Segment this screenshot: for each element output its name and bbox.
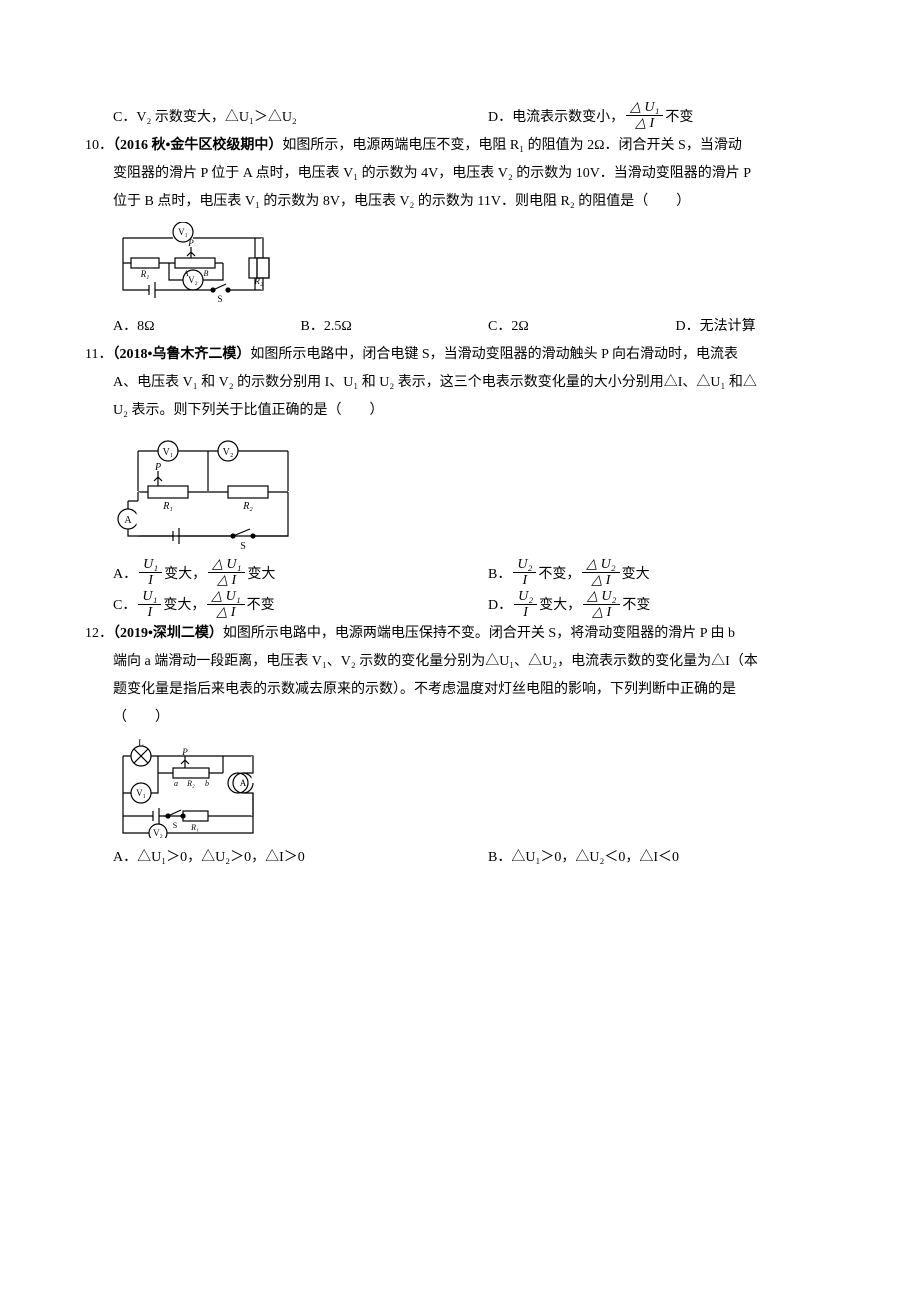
svg-text:S: S	[217, 294, 222, 304]
q12-number: 12．	[85, 626, 113, 641]
svg-text:R₁: R₁	[190, 823, 199, 832]
q9-optD-post: 不变	[665, 104, 693, 132]
q9-optD-pre: D．电流表示数变小，	[488, 104, 624, 132]
q10-option-d: D．无法计算	[648, 313, 836, 341]
q11-body2: A、电压表 V₁ 和 V₂ 的示数分别用 I、U₁ 和 U₂ 表示，这三个电表示…	[85, 369, 835, 397]
q11-body1: 如图所示电路中，闭合电键 S，当滑动变阻器的滑动触头 P 向右滑动时，电流表	[250, 347, 738, 362]
svg-text:V₁: V₁	[136, 788, 146, 798]
q9-option-d: D．电流表示数变小， △ U₁ △ I 不变	[460, 100, 835, 132]
q10-option-a: A．8Ω	[85, 313, 273, 341]
q12-circuit-figure: L P a R₂ b A V₁ S R₁ V₂	[85, 738, 835, 838]
svg-text:b: b	[205, 779, 209, 788]
q11-option-b: B． U₂I 不变， △ U₂△ I 变大	[460, 557, 835, 589]
q10-body3: 位于 B 点时，电压表 V₁ 的示数为 8V，电压表 V₂ 的示数为 11V．则…	[85, 188, 835, 216]
q12: 12．（2019•深圳二模）如图所示电路中，电源两端电压保持不变。闭合开关 S，…	[85, 620, 835, 648]
q9-option-c: C．V₂ 示数变大，△U₁＞△U₂	[85, 100, 460, 132]
q10: 10．（2016 秋•金牛区校级期中）如图所示，电源两端电压不变，电阻 R₁ 的…	[85, 132, 835, 160]
q10-circuit-figure: V₁ V₂ R₁ R₂ P A B S	[85, 222, 835, 307]
svg-text:a: a	[174, 779, 178, 788]
q10-option-c: C．2Ω	[460, 313, 648, 341]
svg-text:A: A	[240, 778, 247, 788]
svg-text:R₂: R₂	[186, 779, 195, 788]
q12-circuit-svg: L P a R₂ b A V₁ S R₁ V₂	[113, 738, 263, 838]
svg-text:R₁: R₁	[140, 269, 150, 279]
svg-text:A: A	[124, 515, 132, 526]
q11-circuit-svg: V₁ V₂ A P R₁ R₂ S	[113, 431, 303, 551]
q10-option-b: B．2.5Ω	[273, 313, 461, 341]
svg-text:P: P	[154, 462, 161, 473]
q11-option-a: A． U₁I 变大， △ U₁△ I 变大	[85, 557, 460, 589]
svg-text:P: P	[187, 238, 194, 248]
q10-options: A．8Ω B．2.5Ω C．2Ω D．无法计算	[85, 313, 835, 341]
svg-text:L: L	[138, 738, 144, 748]
q9-optD-frac-den: △ I	[626, 116, 663, 131]
q10-body2: 变阻器的滑片 P 位于 A 点时，电压表 V₁ 的示数为 4V，电压表 V₂ 的…	[85, 160, 835, 188]
q11: 11．（2018•乌鲁木齐二模）如图所示电路中，闭合电键 S，当滑动变阻器的滑动…	[85, 341, 835, 369]
q11-option-c: C． U₁I 变大， △ U₁△ I 不变	[85, 589, 460, 621]
q9-optC-text: C．V₂ 示数变大，△U₁＞△U₂	[113, 104, 297, 132]
svg-text:B: B	[204, 269, 209, 278]
q10-circuit-svg: V₁ V₂ R₁ R₂ P A B S	[113, 222, 273, 307]
q11-body3: U₂ 表示。则下列关于比值正确的是（ ）	[85, 397, 835, 425]
q11-number: 11．	[85, 347, 112, 362]
svg-text:S: S	[173, 821, 177, 830]
q12-option-a: A．△U₁＞0，△U₂＞0，△I＞0	[85, 844, 460, 872]
q12-body4: （ ）	[85, 704, 835, 732]
q12-option-b: B．△U₁＞0，△U₂＜0，△I＜0	[460, 844, 835, 872]
svg-text:V₂: V₂	[153, 828, 163, 838]
svg-text:V₁: V₁	[163, 447, 174, 458]
svg-text:V₂: V₂	[188, 275, 198, 285]
q12-body1: 如图所示电路中，电源两端电压保持不变。闭合开关 S，将滑动变阻器的滑片 P 由 …	[223, 626, 735, 641]
q11-options-row1: A． U₁I 变大， △ U₁△ I 变大 B． U₂I 不变， △ U₂△ I…	[85, 557, 835, 589]
q9-optD-fraction: △ U₁ △ I	[626, 100, 663, 132]
q9-optD-frac-num: △ U₁	[626, 100, 663, 116]
q10-source: （2016 秋•金牛区校级期中）	[113, 138, 282, 153]
q9-options-partial: C．V₂ 示数变大，△U₁＞△U₂ D．电流表示数变小， △ U₁ △ I 不变	[85, 100, 835, 132]
q12-body2: 端向 a 端滑动一段距离，电压表 V₁、V₂ 示数的变化量分别为△U₁、△U₂，…	[85, 648, 835, 676]
q12-body3: 题变化量是指后来电表的示数减去原来的示数）。不考虑温度对灯丝电阻的影响，下列判断…	[85, 676, 835, 704]
q11-source: （2018•乌鲁木齐二模）	[112, 347, 250, 362]
q11-options-row2: C． U₁I 变大， △ U₁△ I 不变 D． U₂I 变大， △ U₂△ I…	[85, 589, 835, 621]
svg-text:R₂: R₂	[253, 276, 263, 286]
svg-text:P: P	[181, 747, 188, 757]
svg-text:V₂: V₂	[223, 447, 234, 458]
q10-number: 10．	[85, 138, 113, 153]
q12-options-row1: A．△U₁＞0，△U₂＞0，△I＞0 B．△U₁＞0，△U₂＜0，△I＜0	[85, 844, 835, 872]
svg-text:V₁: V₁	[178, 227, 188, 237]
q10-body1: 如图所示，电源两端电压不变，电阻 R₁ 的阻值为 2Ω．闭合开关 S，当滑动	[282, 138, 741, 153]
q12-source: （2019•深圳二模）	[113, 626, 223, 641]
svg-text:R₁: R₁	[162, 501, 173, 512]
svg-text:R₂: R₂	[242, 501, 253, 512]
svg-text:A: A	[183, 269, 189, 278]
q11-option-d: D． U₂I 变大， △ U₂△ I 不变	[460, 589, 835, 621]
svg-text:S: S	[240, 541, 246, 551]
q11-circuit-figure: V₁ V₂ A P R₁ R₂ S	[85, 431, 835, 551]
